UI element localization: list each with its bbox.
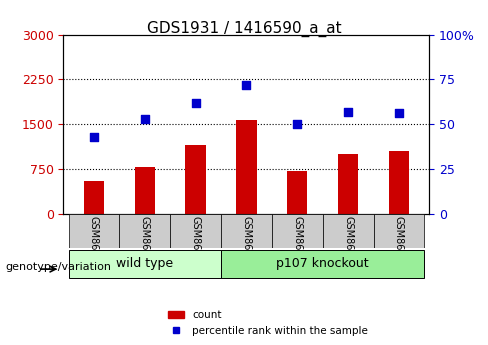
Point	[293, 121, 301, 127]
Bar	[185, 145, 206, 214]
Text: genotype/variation: genotype/variation	[5, 263, 111, 272]
FancyBboxPatch shape	[120, 214, 170, 248]
Text: GDS1931 / 1416590_a_at: GDS1931 / 1416590_a_at	[147, 21, 341, 37]
Point	[344, 109, 352, 115]
Point	[141, 116, 149, 121]
Bar	[135, 167, 155, 214]
Bar	[287, 171, 307, 214]
Point	[90, 134, 98, 139]
FancyBboxPatch shape	[221, 250, 425, 278]
Point	[395, 111, 403, 116]
Bar	[84, 181, 104, 214]
FancyBboxPatch shape	[68, 250, 221, 278]
Point	[243, 82, 250, 88]
FancyBboxPatch shape	[272, 214, 323, 248]
FancyBboxPatch shape	[68, 214, 120, 248]
FancyBboxPatch shape	[323, 214, 373, 248]
FancyBboxPatch shape	[373, 214, 425, 248]
Text: GSM86669: GSM86669	[242, 216, 251, 268]
Bar	[338, 154, 358, 214]
Bar	[236, 120, 257, 214]
Text: GSM86675: GSM86675	[394, 216, 404, 269]
Text: GSM86673: GSM86673	[343, 216, 353, 268]
Legend: count, percentile rank within the sample: count, percentile rank within the sample	[164, 306, 372, 340]
Text: GSM86667: GSM86667	[191, 216, 201, 268]
Point	[192, 100, 200, 106]
Text: GSM86665: GSM86665	[140, 216, 150, 268]
FancyBboxPatch shape	[221, 214, 272, 248]
Text: p107 knockout: p107 knockout	[276, 257, 369, 270]
Text: wild type: wild type	[116, 257, 173, 270]
Text: GSM86671: GSM86671	[292, 216, 302, 268]
Text: GSM86663: GSM86663	[89, 216, 99, 268]
Bar	[389, 151, 409, 214]
FancyBboxPatch shape	[170, 214, 221, 248]
